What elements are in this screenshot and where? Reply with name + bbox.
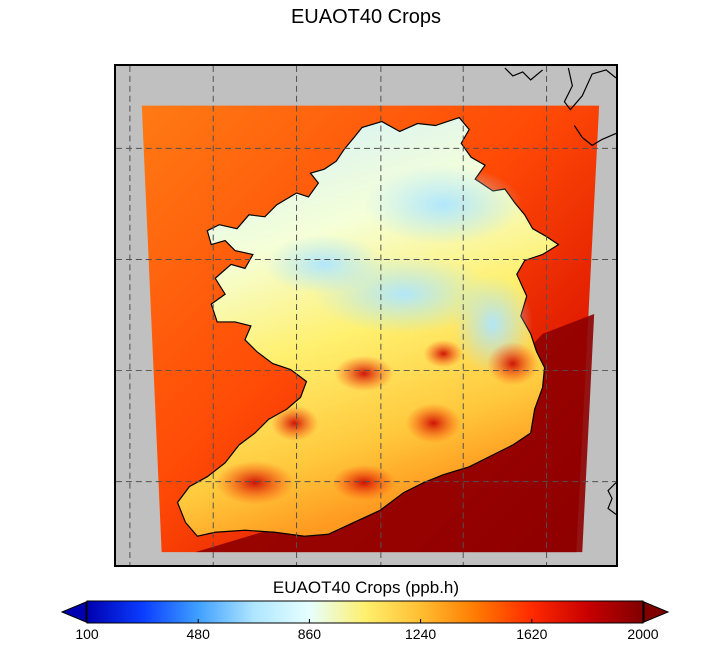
map-panel xyxy=(114,64,618,567)
hotspot-central xyxy=(423,339,464,368)
colorbar-tick-label: 2000 xyxy=(627,626,659,642)
colorbar xyxy=(60,600,670,624)
graticule xyxy=(116,66,616,565)
colorbar-extend-low xyxy=(60,601,87,623)
colorbar-tick-label: 860 xyxy=(297,626,322,642)
colorbar-tick-label: 1240 xyxy=(405,626,437,642)
colorbar-gradient xyxy=(86,600,644,624)
colorbar-label: EUAOT40 Crops (ppb.h) xyxy=(272,578,460,597)
colorbar-tick-label: 1620 xyxy=(516,626,548,642)
colorbar-tick-label: 480 xyxy=(186,626,210,642)
southeast-sea xyxy=(195,314,595,553)
ozone-map xyxy=(116,66,616,565)
hotspot-south-5 xyxy=(332,464,396,501)
colorbar-tick-label: 100 xyxy=(75,626,99,642)
hotspot-south-1 xyxy=(334,355,394,392)
hotspot-south-3 xyxy=(405,403,462,443)
colorbar-extend-high xyxy=(643,601,670,623)
hotspot-southeast xyxy=(487,341,539,386)
scotland-coast xyxy=(504,67,616,147)
hotspot-south-2 xyxy=(270,405,319,441)
wales-coast xyxy=(607,482,616,515)
colorbar-ticks xyxy=(86,619,644,623)
map-title: EUAOT40 Crops xyxy=(290,6,442,28)
central-blue-patch xyxy=(314,254,493,334)
north-blue-patch xyxy=(364,165,523,245)
hotspot-south-4 xyxy=(215,460,295,505)
